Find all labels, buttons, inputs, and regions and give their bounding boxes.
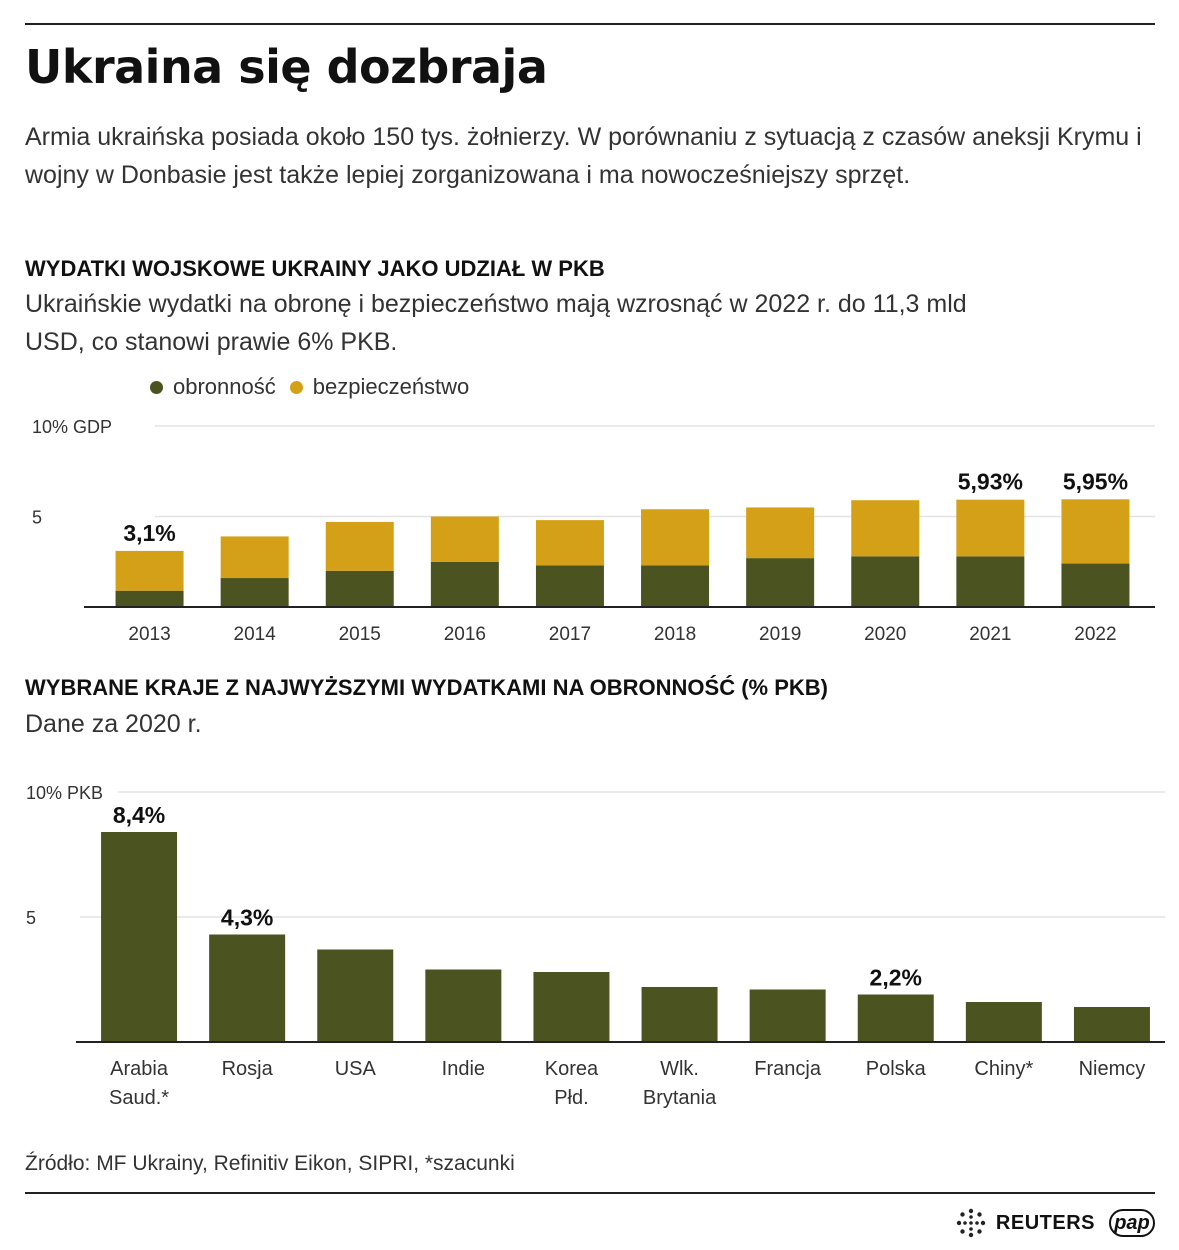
bar-defense [746,558,815,607]
bar-security [430,516,499,562]
bar-defense [430,561,499,607]
data-label: 5,95% [1063,468,1128,494]
reuters-logo-text: REUTERS [995,1211,1095,1234]
bar [857,994,934,1042]
section2-title: WYBRANE KRAJE Z NAJWYŻSZYMI WYDATKAMI NA… [25,675,828,700]
x-tick-label: Rosja [222,1058,274,1080]
y-tick-label: 10% GDP [32,417,112,437]
bar-defense [115,590,184,607]
bar-security [641,509,710,566]
bar-defense [956,556,1025,607]
x-tick-label-line: Indie [442,1058,485,1080]
legend-label-defense: obronność [173,374,276,399]
bar [533,972,610,1042]
x-tick-label-line: Chiny* [974,1058,1033,1080]
x-tick-label-line: Rosja [222,1058,274,1080]
bottom-rule [25,1192,1155,1194]
x-tick-label: 2014 [234,624,277,645]
bar-security [746,507,815,559]
logos: REUTERS pap [954,1206,1155,1240]
legend-swatch-defense [150,380,163,394]
bar-security [115,550,184,591]
chart-country-defense-spending: 5 10% PKB Arabia Saud.* 8,4% Rosja 4,3% USA Indi… [26,783,1165,1109]
y-tick-label: 5 [32,508,42,528]
bar-defense [325,570,394,607]
x-tick-label: Wlk. Brytania [643,1058,717,1109]
bar-security [325,521,394,571]
x-tick-label: Polska [866,1058,927,1080]
bar [101,832,178,1042]
x-tick-label-line: Wlk. [660,1058,699,1080]
x-tick-label-line: Brytania [643,1087,717,1109]
x-tick-label: 2022 [1074,624,1116,645]
x-tick-label-line: Niemcy [1079,1058,1146,1080]
data-label: 8,4% [113,802,165,828]
bar-defense [535,565,604,607]
source-note: Źródło: MF Ukrainy, Refinitiv Eikon, SIP… [25,1152,515,1175]
top-rule [25,23,1155,25]
x-tick-label: Francja [754,1058,822,1080]
bar [749,989,826,1042]
x-tick-label: 2020 [864,624,906,645]
x-tick-label-line: Płd. [554,1087,588,1109]
bar-security [1061,499,1130,564]
bar [317,949,394,1042]
bar-security [535,520,604,566]
y-tick-label: 5 [26,908,36,928]
data-label: 2,2% [870,965,922,991]
pap-logo: pap [1109,1209,1155,1237]
x-tick-label: 2013 [128,624,170,645]
data-label: 5,93% [958,469,1023,495]
bar [1073,1007,1150,1042]
x-tick-label: 2019 [759,624,801,645]
x-tick-label: 2018 [654,624,696,645]
x-tick-label: 2017 [549,624,591,645]
legend-item-defense: obronność [150,374,276,400]
x-tick-label: USA [335,1058,377,1080]
x-tick-label: Chiny* [974,1058,1033,1080]
chart1-legend: obronność bezpieczeństwo [150,374,483,400]
x-tick-label: Indie [442,1058,485,1080]
section2-subtitle: Dane za 2020 r. [25,710,202,738]
bar-security [956,499,1025,557]
intro-text: Armia ukraińska posiada około 150 tys. ż… [25,123,1142,189]
x-tick-label-line: Francja [754,1058,822,1080]
x-tick-label-line: USA [335,1058,377,1080]
bar-security [851,500,920,557]
x-tick-label: 2021 [969,624,1011,645]
section1-subtitle: Ukraińskie wydatki na obronę i bezpiecze… [25,290,967,356]
legend-swatch-security [289,380,303,394]
data-label: 3,1% [123,520,175,546]
page-title: Ukraina się dozbraja [25,40,548,94]
x-tick-label: Niemcy [1079,1058,1146,1080]
x-tick-label-line: Polska [866,1058,927,1080]
bar [209,934,286,1042]
bar-defense [851,556,920,607]
data-label: 4,3% [221,905,273,931]
bar [425,969,502,1042]
bar-defense [641,565,710,607]
x-tick-label: 2016 [444,624,486,645]
bar-defense [1061,563,1130,607]
x-tick-label-line: Korea [545,1058,599,1080]
legend-item-security: bezpieczeństwo [289,374,470,400]
x-tick-label-line: Saud.* [109,1087,169,1109]
reuters-logo-icon [956,1208,986,1238]
bar-defense [220,578,289,607]
bar-security [220,536,289,579]
y-tick-label: 10% PKB [26,783,103,803]
x-tick-label: Arabia Saud.* [109,1058,169,1109]
legend-label-security: bezpieczeństwo [312,374,470,399]
bar [965,1002,1042,1042]
x-tick-label-line: Arabia [110,1058,169,1080]
chart-ukraine-military-spending: 5 10% GDP 2013 3,1% 2014 2015 2016 2017 2018 2019… [32,417,1155,645]
section1-title: WYDATKI WOJSKOWE UKRAINY JAKO UDZIAŁ W P… [25,256,605,281]
x-tick-label: Korea Płd. [545,1058,599,1109]
x-tick-label: 2015 [339,624,381,645]
bar [641,987,718,1042]
